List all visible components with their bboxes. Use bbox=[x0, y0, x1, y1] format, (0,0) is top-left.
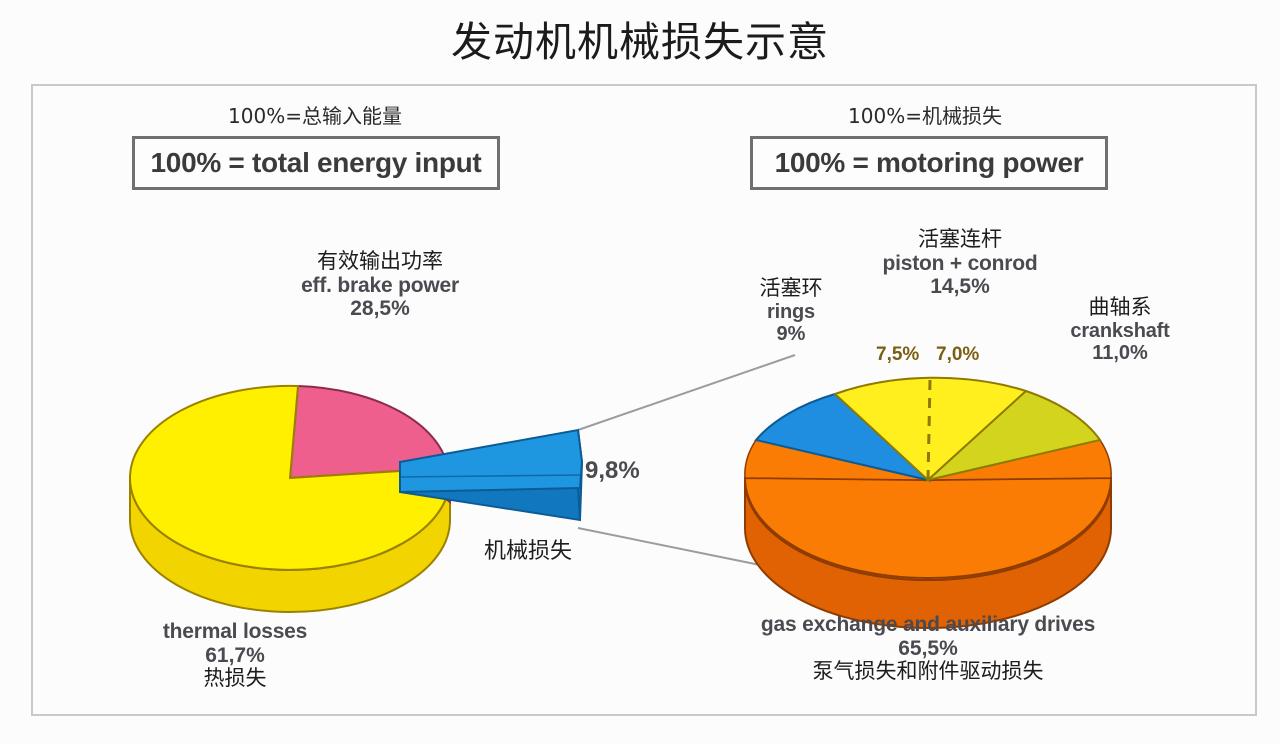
label-rings-pct: 9% bbox=[776, 322, 806, 345]
label-piston-conrod-en: piston + conrod bbox=[882, 251, 1038, 275]
label-thermal-losses: thermal losses 61,7% 热损失 bbox=[85, 620, 385, 691]
label-piston-sub-left: 7,5% bbox=[876, 344, 920, 365]
label-eff-brake-power-en: eff. brake power bbox=[301, 273, 459, 297]
label-rings-cn: 活塞环 bbox=[759, 276, 823, 300]
label-piston-sub-right: 7,0% bbox=[936, 344, 980, 365]
label-eff-brake-power-pct: 28,5% bbox=[350, 297, 410, 321]
label-thermal-losses-pct: 61,7% bbox=[205, 643, 265, 667]
label-gas-exchange-cn: 泵气损失和附件驱动损失 bbox=[812, 659, 1044, 684]
label-piston-conrod-cn: 活塞连杆 bbox=[918, 227, 1002, 251]
label-piston-conrod: 活塞连杆 piston + conrod 14,5% bbox=[840, 227, 1080, 299]
label-crankshaft-pct: 11,0% bbox=[1092, 341, 1148, 364]
right-caption-chinese: 100%=机械损失 bbox=[848, 104, 1002, 128]
label-rings-en: rings bbox=[767, 300, 815, 323]
label-mechanical-losses-cn: 机械损失 bbox=[484, 539, 573, 564]
label-rings: 活塞环 rings 9% bbox=[726, 276, 856, 345]
label-mechanical-losses-pct: 9,8% bbox=[585, 457, 640, 484]
label-gas-exchange: gas exchange and auxiliary drives 65,5% … bbox=[728, 613, 1128, 684]
label-gas-exchange-pct: 65,5% bbox=[898, 636, 958, 660]
label-crankshaft: 曲轴系 crankshaft 11,0% bbox=[1040, 295, 1200, 364]
label-gas-exchange-en: gas exchange and auxiliary drives bbox=[760, 613, 1096, 636]
label-thermal-losses-en: thermal losses bbox=[162, 620, 308, 643]
label-eff-brake-power-cn: 有效输出功率 bbox=[317, 249, 443, 273]
page-title: 发动机机械损失示意 bbox=[451, 18, 829, 66]
label-crankshaft-en: crankshaft bbox=[1070, 319, 1170, 342]
label-thermal-losses-cn: 热损失 bbox=[203, 666, 267, 691]
left-caption-chinese: 100%=总输入能量 bbox=[228, 104, 402, 128]
left-caption-box: 100% = total energy input bbox=[132, 136, 500, 190]
label-crankshaft-cn: 曲轴系 bbox=[1088, 295, 1152, 319]
label-piston-conrod-pct: 14,5% bbox=[930, 275, 990, 299]
right-caption-english: 100% = motoring power bbox=[774, 147, 1084, 178]
right-caption-box: 100% = motoring power bbox=[750, 136, 1108, 190]
left-caption-english: 100% = total energy input bbox=[150, 147, 482, 178]
label-eff-brake-power: 有效输出功率 eff. brake power 28,5% bbox=[230, 249, 530, 321]
